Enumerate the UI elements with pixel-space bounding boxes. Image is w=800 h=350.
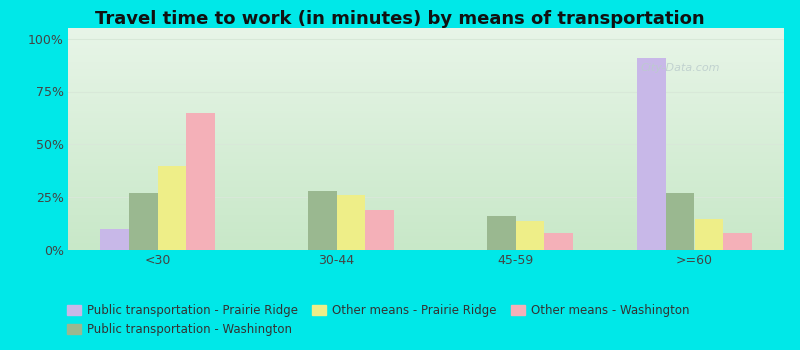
Bar: [158, 166, 186, 250]
Bar: [515, 220, 544, 250]
Bar: [365, 210, 394, 250]
Bar: [100, 229, 129, 250]
Legend: Public transportation - Prairie Ridge, Public transportation - Washington, Other: Public transportation - Prairie Ridge, P…: [62, 299, 694, 341]
Text: Travel time to work (in minutes) by means of transportation: Travel time to work (in minutes) by mean…: [95, 10, 705, 28]
Bar: [544, 233, 573, 250]
Bar: [186, 113, 214, 250]
Bar: [723, 233, 752, 250]
Bar: [638, 58, 666, 250]
Bar: [694, 218, 723, 250]
Bar: [129, 193, 158, 250]
Bar: [666, 193, 694, 250]
Text: City-Data.com: City-Data.com: [641, 63, 720, 73]
Bar: [337, 195, 365, 250]
Bar: [308, 191, 337, 250]
Bar: [487, 216, 515, 250]
